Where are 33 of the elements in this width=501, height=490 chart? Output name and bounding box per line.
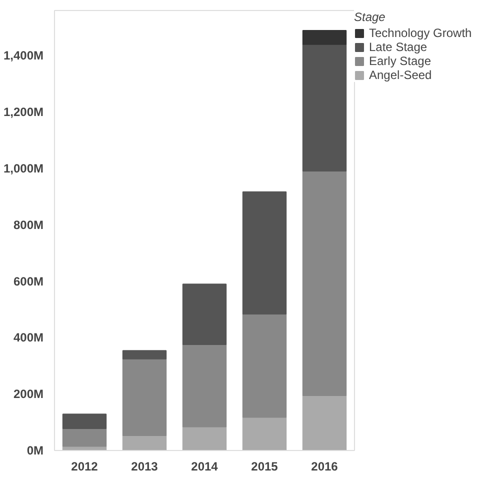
y-tick-label: 200M [13,387,44,402]
legend-label: Early Stage [369,54,432,68]
y-tick-label: 1,200M [3,105,44,120]
x-tick-label: 2012 [71,460,98,474]
x-tick-label: 2015 [251,460,278,474]
bar [182,426,227,450]
legend-label: Angel-Seed [369,68,432,82]
y-tick-label: 800M [13,218,44,232]
x-tick-label: 2013 [131,460,158,474]
bar [302,395,347,450]
y-tick-label: 400M [13,330,44,345]
bar [62,414,107,429]
y-tick-label: 0M [26,444,44,458]
x-tick-label: 2016 [311,460,338,474]
y-tick-label: 1,000M [3,161,44,176]
legend-label: Technology Growth [369,26,472,40]
legend-label: Late Stage [369,40,428,54]
bar [302,170,347,396]
bar [122,350,167,360]
bar [302,30,347,45]
bar [242,313,287,418]
bar [302,44,347,172]
bar [182,284,227,345]
bar [242,416,287,450]
y-tick-label: 1,400M [3,48,44,63]
bar [242,191,287,314]
x-tick-label: 2014 [191,460,218,474]
bar [122,435,167,450]
legend-title: Stage [354,10,386,24]
bar [62,428,107,447]
bar [182,344,227,428]
bar [122,358,167,436]
y-tick-label: 600M [13,274,44,288]
